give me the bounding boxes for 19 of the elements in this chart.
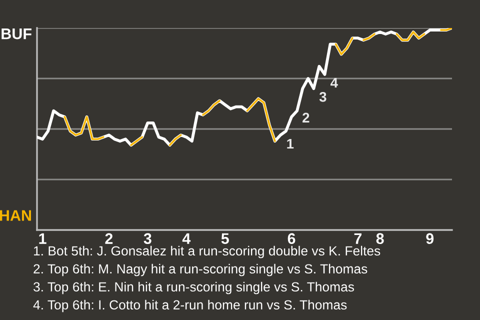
x-tick-label: 4 [182,233,191,244]
annotation: 1 [287,138,294,149]
x-tick-label: 6 [288,233,296,244]
annotation: 4 [330,78,338,88]
text: 2. Top 6th: M. Nagy hit a run-scoring single vs S. Thomas [34,264,368,276]
x-tick-label: 2 [105,233,113,244]
x-tick-label: 9 [426,233,434,244]
x-tick-label: 3 [144,233,152,244]
text: 1. Bot 5th: J. Gonsalez hit a run-scoring double vs K. Feltes [34,246,380,258]
x-tick-label: 8 [376,233,384,244]
annotation: 2 [302,112,310,122]
text: 4. Top 6th: I. Cotto hit a 2-run home run vs S. Thomas [33,300,347,312]
annotation: 3 [319,92,326,102]
text: 3. Top 6th: E. Nin hit a run-scoring single vs S. Thomas [34,282,354,294]
text: HAN [0,210,31,221]
x-tick-label: 5 [221,233,229,244]
x-tick-label: 1 [39,233,46,244]
text: BUF [2,28,32,40]
x-tick-label: 7 [354,233,362,244]
